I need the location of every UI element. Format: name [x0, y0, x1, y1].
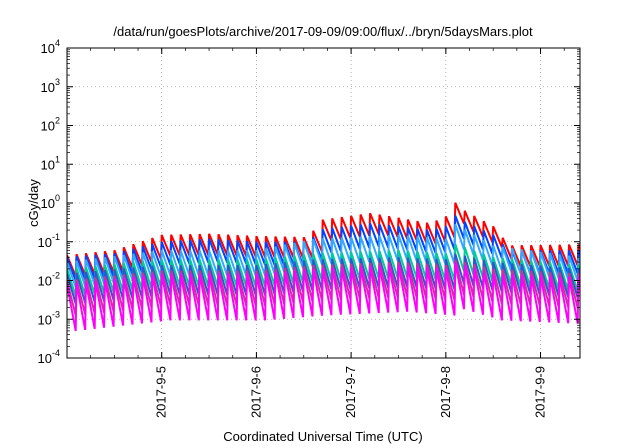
- y-tick-label: 102: [41, 116, 60, 134]
- series-line-2: [67, 223, 580, 288]
- y-tick-label: 10-3: [38, 309, 60, 327]
- series-group: [67, 202, 580, 332]
- y-axis-label: cGy/day: [26, 179, 41, 227]
- y-tick-labels: 10-4 10-3 10-2 10-1 100 101 102 103 104: [38, 38, 60, 366]
- x-tick-label: 2017-9-7: [343, 366, 358, 418]
- y-tick-label: 103: [41, 77, 60, 95]
- y-tick-label: 10-4: [38, 348, 60, 366]
- x-axis-label: Coordinated Universal Time (UTC): [223, 429, 422, 444]
- x-tick-label: 2017-9-5: [154, 366, 169, 418]
- x-tick-labels: 2017-9-5 2017-9-6 2017-9-7 2017-9-8 2017-9-9: [154, 366, 548, 418]
- chart-title: /data/run/goesPlots/archive/2017-09-09/0…: [113, 24, 533, 39]
- y-tick-label: 101: [41, 154, 60, 172]
- ticks: [66, 47, 580, 359]
- x-tick-label: 2017-9-8: [438, 366, 453, 418]
- y-tick-label: 10-2: [38, 271, 60, 289]
- series-line-6: [67, 262, 580, 332]
- x-tick-label: 2017-9-9: [533, 366, 548, 418]
- x-tick-label: 2017-9-6: [248, 366, 263, 418]
- y-tick-label: 100: [41, 193, 60, 211]
- y-tick-label: 104: [41, 38, 60, 56]
- y-tick-label: 10-1: [38, 232, 60, 250]
